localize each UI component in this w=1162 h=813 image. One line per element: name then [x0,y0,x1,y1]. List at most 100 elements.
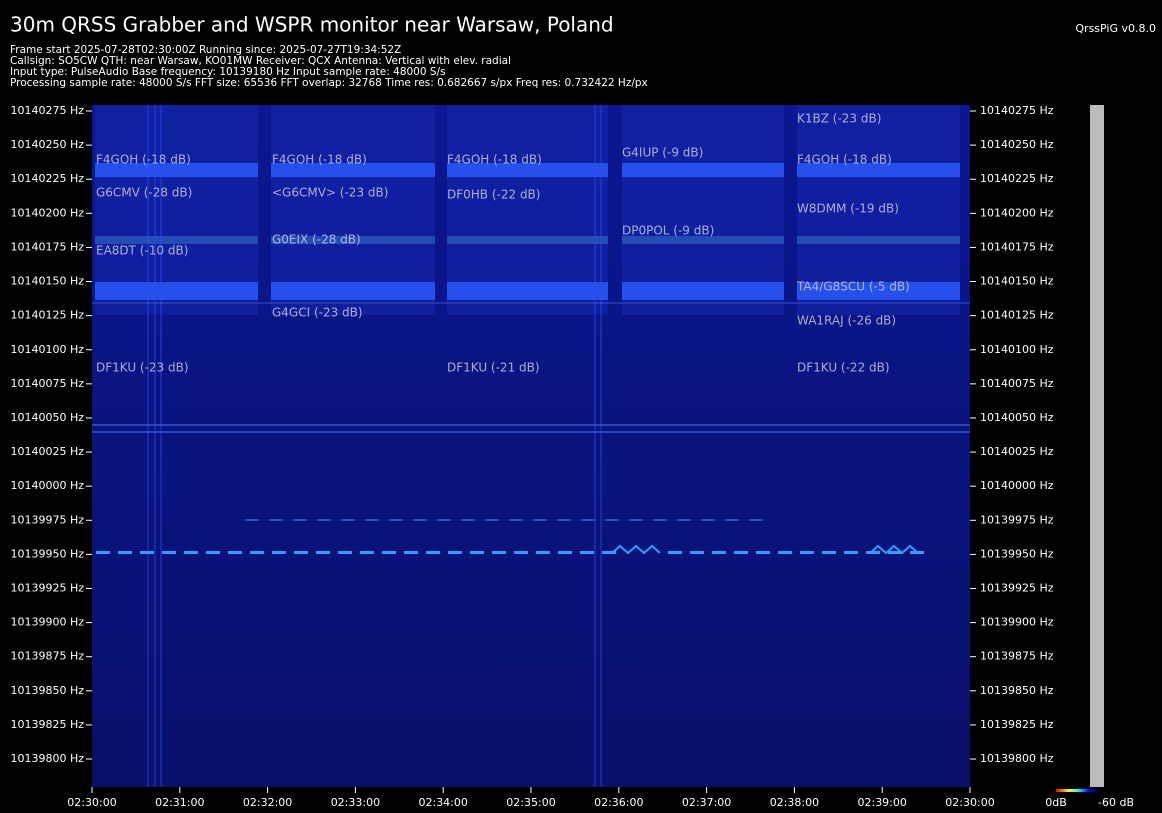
y-tick-label: 10139950 Hz [980,547,1054,560]
y-tick-label: 10140000 Hz [10,479,84,492]
qrss-dash [514,551,528,554]
x-tick-label: 02:38:00 [770,796,819,809]
x-tick-label: 02:35:00 [506,796,555,809]
qrss-dash [533,519,547,521]
qrss-wave [611,544,661,555]
qrss-dash [629,519,643,521]
qrss-dash [558,551,572,554]
decode-label: F4GOH (-18 dB) [272,153,367,167]
decode-label: G0EIX (-28 dB) [272,233,361,247]
qrss-dash [800,551,814,554]
colorbar-label: -60 dB [1098,796,1134,809]
qrss-dash [756,551,770,554]
decode-label: <G6CMV> (-23 dB) [272,186,388,200]
qrss-dash [96,551,110,554]
qrss-dash [712,551,726,554]
qrss-dash [888,551,902,554]
band [271,282,435,300]
band [797,282,960,300]
qrss-dash [677,519,691,521]
qrss-dash [341,519,355,521]
x-tick-label: 02:30:00 [67,796,116,809]
decode-label: K1BZ (-23 dB) [797,112,881,126]
band [447,236,608,244]
qrss-dash [317,519,331,521]
band [95,163,258,177]
y-tick-label: 10139975 Hz [10,513,84,526]
qrss-dash [749,519,763,521]
y-tick-label: 10139900 Hz [980,616,1054,629]
band [797,163,960,177]
y-tick-label: 10140175 Hz [980,240,1054,253]
qrss-dash [413,519,427,521]
qrss-dash [245,519,259,521]
qrss-dash [448,551,462,554]
signals [92,105,970,787]
y-tick-label: 10140200 Hz [10,206,84,219]
y-tick-label: 10140075 Hz [10,377,84,390]
x-tick-label: 02:34:00 [418,796,467,809]
y-tick-label: 10140275 Hz [980,104,1054,117]
qrss-dash [602,551,616,554]
qrss-dash [382,551,396,554]
y-tick-label: 10140175 Hz [10,240,84,253]
decode-label: DF1KU (-21 dB) [447,361,540,375]
decode-label: DP0POL (-9 dB) [622,224,714,238]
qrss-dash [272,551,286,554]
decode-label: G4IUP (-9 dB) [622,146,703,160]
y-tick-label: 10140000 Hz [980,479,1054,492]
y-tick-label: 10140150 Hz [10,275,84,288]
y-tick-label: 10140250 Hz [10,138,84,151]
info-line: Processing sample rate: 48000 S/s FFT si… [10,77,648,89]
x-tick-label: 02:33:00 [331,796,380,809]
qrss-dash [228,551,242,554]
qrss-dash [485,519,499,521]
qrss-dash [605,519,619,521]
band [447,105,608,315]
y-tick-label: 10139925 Hz [10,581,84,594]
qrss-dash [844,551,858,554]
y-tick-label: 10139975 Hz [980,513,1054,526]
y-tick-label: 10140100 Hz [980,343,1054,356]
y-tick-label: 10139925 Hz [980,581,1054,594]
y-tick-label: 10139825 Hz [10,718,84,731]
qrss-dash [365,519,379,521]
x-tick-label: 02:32:00 [243,796,292,809]
y-tick-label: 10139850 Hz [980,684,1054,697]
x-tick-label: 02:30:00 [945,796,994,809]
decode-label: F4GOH (-18 dB) [447,153,542,167]
y-tick-label: 10139875 Hz [980,650,1054,663]
decode-label: WA1RAJ (-26 dB) [797,314,896,328]
x-tick-label: 02:36:00 [594,796,643,809]
info-line: Frame start 2025-07-28T02:30:00Z Running… [10,44,401,56]
band [797,105,960,315]
band [271,105,435,315]
decode-label: F4GOH (-18 dB) [96,153,191,167]
spectrum-trace [1090,105,1104,787]
chart-title: 30m QRSS Grabber and WSPR monitor near W… [10,13,614,37]
band [271,163,435,177]
qrss-dash [404,551,418,554]
band [622,236,784,244]
qrss-dash [492,551,506,554]
qrss-dash [184,551,198,554]
colorbar-label: 0dB [1045,796,1067,809]
decode-label: DF1KU (-23 dB) [96,361,189,375]
y-tick-label: 10139800 Hz [10,752,84,765]
qrss-dash [509,519,523,521]
band [622,105,784,315]
qrss-dash [118,551,132,554]
qrss-dash [437,519,451,521]
decode-label: EA8DT (-10 dB) [96,244,188,258]
y-tick-label: 10140225 Hz [10,172,84,185]
qrss-dash [866,551,880,554]
y-tick-label: 10139875 Hz [10,650,84,663]
qrss-dash [690,551,704,554]
band [622,282,784,300]
y-tick-label: 10140125 Hz [10,309,84,322]
x-tick-label: 02:37:00 [682,796,731,809]
qrss-dash [536,551,550,554]
decode-label: G6CMV (-28 dB) [96,186,192,200]
y-tick-label: 10139900 Hz [10,616,84,629]
